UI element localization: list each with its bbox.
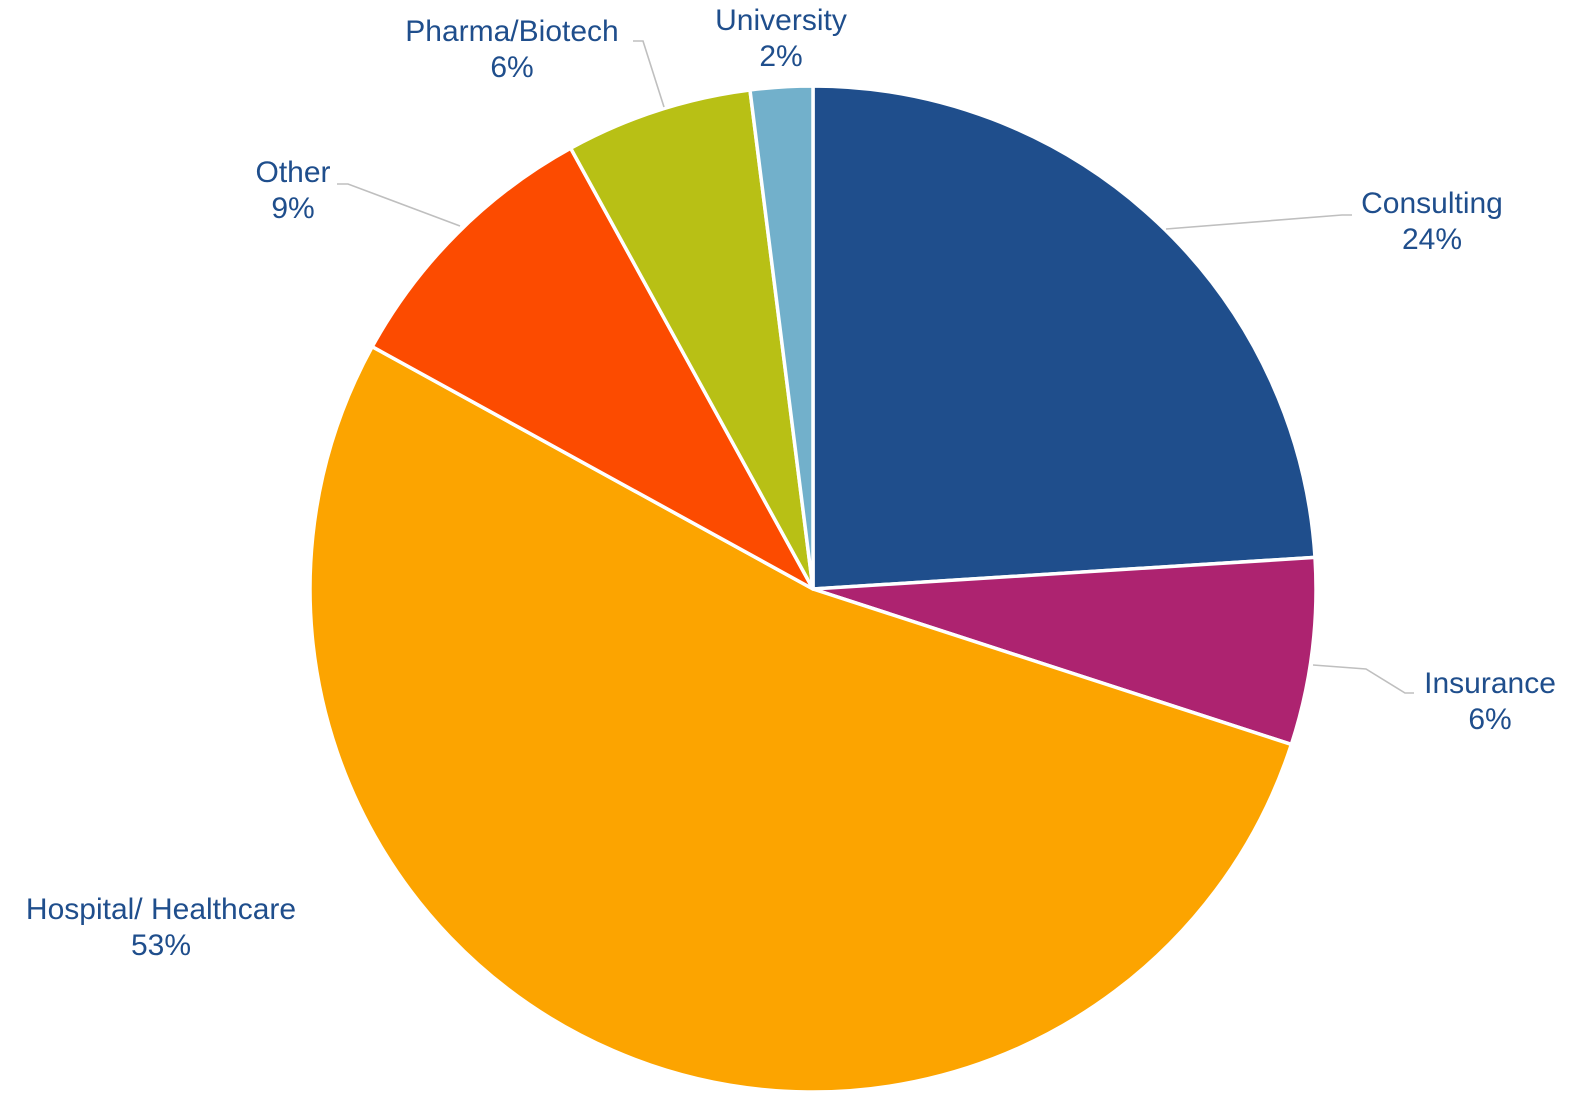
data-label-consulting: Consulting 24% bbox=[1361, 187, 1503, 256]
data-label-insurance: Insurance 6% bbox=[1424, 667, 1556, 736]
data-label-category: Hospital/ Healthcare bbox=[26, 893, 296, 926]
leader-line-consulting bbox=[1165, 214, 1352, 230]
data-label-percent: 6% bbox=[1468, 703, 1511, 736]
pie-slice-university bbox=[748, 84, 815, 591]
leader-line-other bbox=[337, 183, 461, 227]
leader-lines-layer bbox=[337, 40, 1414, 694]
leader-line-insurance bbox=[1312, 664, 1414, 694]
data-label-hospital-healthcare: Hospital/ Healthcare 53% bbox=[26, 893, 296, 962]
pie-slice-hospital-healthcare bbox=[308, 344, 1294, 1094]
leader-line-pharma-biotech bbox=[633, 40, 665, 108]
pie-slice-other bbox=[370, 146, 815, 591]
slices-layer bbox=[308, 84, 1318, 1094]
data-label-university: University 2% bbox=[715, 4, 847, 73]
data-label-percent: 53% bbox=[131, 929, 191, 962]
data-label-other: Other 9% bbox=[255, 156, 330, 225]
pie-slice-consulting bbox=[811, 84, 1317, 591]
data-label-percent: 6% bbox=[490, 51, 533, 84]
data-label-category: Consulting bbox=[1361, 187, 1503, 220]
data-label-category: University bbox=[715, 4, 847, 37]
data-label-category: Insurance bbox=[1424, 667, 1556, 700]
data-label-percent: 9% bbox=[271, 192, 314, 225]
data-label-category: Pharma/Biotech bbox=[405, 15, 618, 48]
data-label-percent: 24% bbox=[1402, 223, 1462, 256]
data-label-percent: 2% bbox=[759, 40, 802, 73]
data-label-pharma-biotech: Pharma/Biotech 6% bbox=[405, 15, 618, 84]
data-labels-layer: Consulting 24%Insurance 6%Hospital/ Health… bbox=[26, 4, 1556, 962]
pie-slice-pharma-biotech bbox=[568, 88, 815, 591]
data-label-category: Other bbox=[255, 156, 330, 189]
pie-slice-insurance bbox=[811, 555, 1318, 747]
